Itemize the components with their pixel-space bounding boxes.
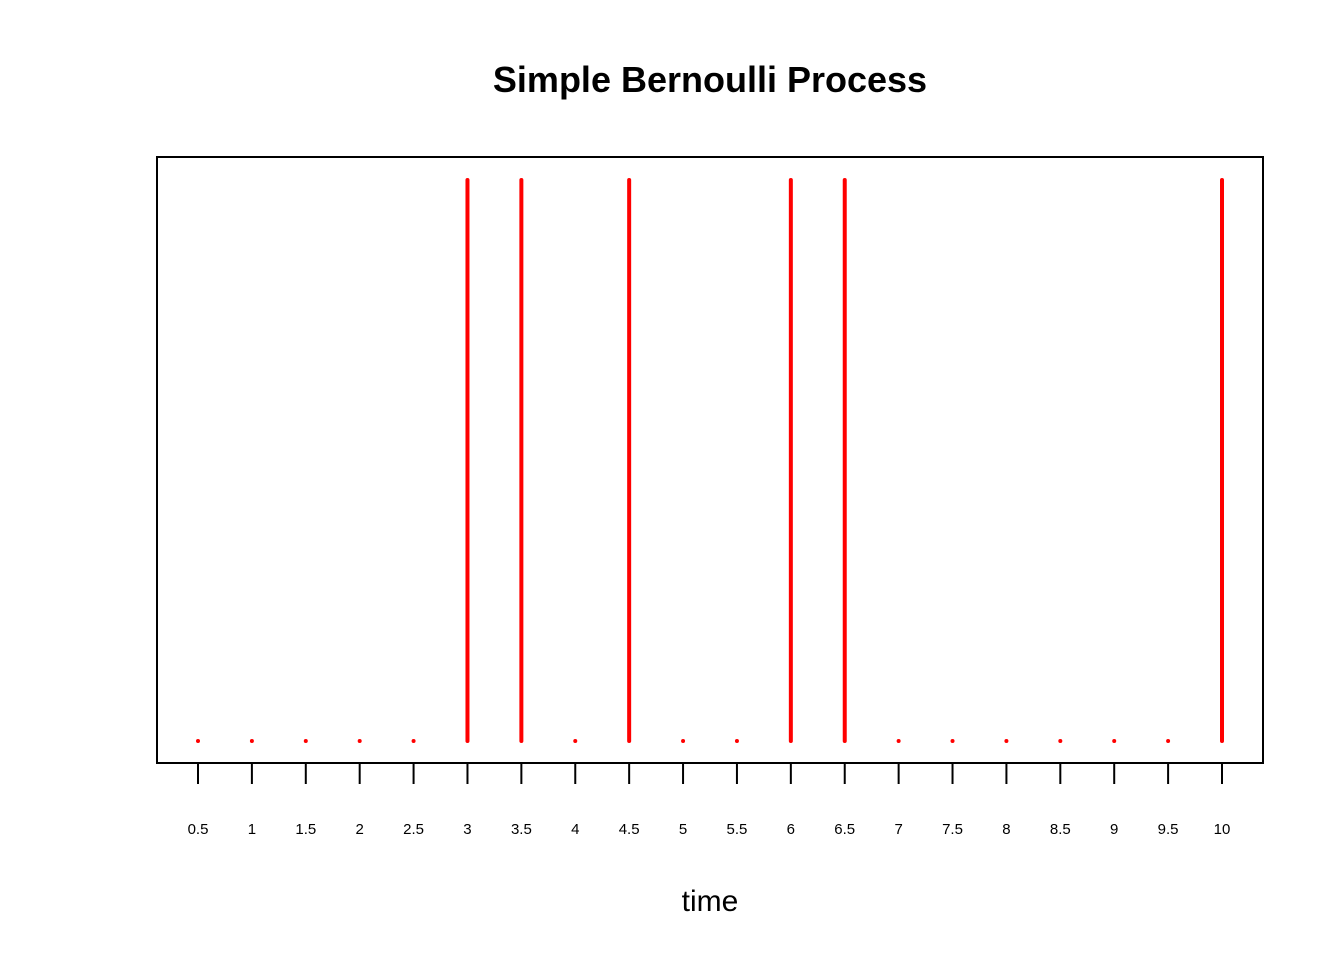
zero-mark xyxy=(357,739,362,743)
x-tick-label: 4 xyxy=(571,821,579,838)
x-tick-label: 8 xyxy=(1002,821,1010,838)
zero-mark xyxy=(1004,739,1009,743)
x-tick-label: 5.5 xyxy=(727,821,748,838)
x-tick-label: 0.5 xyxy=(188,821,209,838)
x-tick-label: 2 xyxy=(356,821,364,838)
zero-mark xyxy=(1112,739,1117,743)
x-tick-label: 7 xyxy=(894,821,902,838)
zero-mark xyxy=(196,739,200,743)
zero-mark xyxy=(681,739,686,743)
zero-mark xyxy=(950,739,955,743)
x-axis-label: time xyxy=(682,885,739,918)
x-tick-label: 1.5 xyxy=(295,821,316,838)
zero-mark xyxy=(303,739,308,743)
plot-frame xyxy=(156,156,1264,764)
zero-mark xyxy=(573,739,578,743)
x-tick-label: 9.5 xyxy=(1158,821,1179,838)
x-tick-label: 9 xyxy=(1110,821,1118,838)
data-marks xyxy=(196,178,1224,743)
chart-title: Simple Bernoulli Process xyxy=(493,59,927,100)
zero-mark xyxy=(1166,739,1171,743)
x-tick-label: 3.5 xyxy=(511,821,532,838)
x-tick-label: 10 xyxy=(1214,821,1231,838)
x-tick-label: 6 xyxy=(787,821,795,838)
zero-mark xyxy=(249,739,254,743)
x-tick-label: 5 xyxy=(679,821,687,838)
x-tick-label: 2.5 xyxy=(403,821,424,838)
zero-mark xyxy=(1058,739,1063,743)
x-axis: 0.5 1 1.5 2 2.5 3 3.5 4 4.5 5 5.5 6 6.5 7 7.5 8 8.5 9 9.5 1… xyxy=(188,763,1231,838)
zero-mark xyxy=(411,739,416,743)
zero-mark xyxy=(896,739,901,743)
zero-mark xyxy=(734,739,739,743)
x-tick-label: 4.5 xyxy=(619,821,640,838)
x-tick-label: 3 xyxy=(463,821,471,838)
x-tick-label: 7.5 xyxy=(942,821,963,838)
x-tick-label: 6.5 xyxy=(834,821,855,838)
x-tick-label: 1 xyxy=(248,821,256,838)
x-tick-label: 8.5 xyxy=(1050,821,1071,838)
